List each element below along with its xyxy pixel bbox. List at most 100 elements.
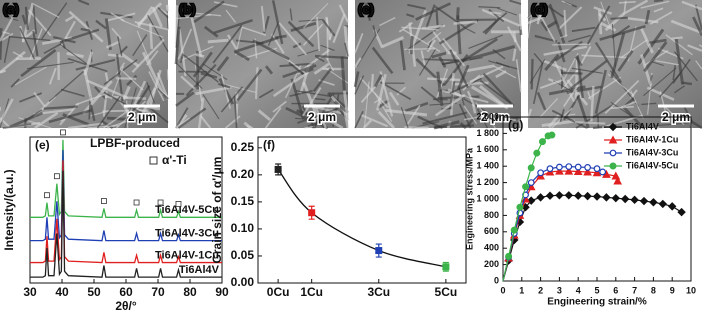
- x-tick-label: 5: [594, 285, 599, 295]
- lath: [574, 121, 606, 125]
- lath: [442, 53, 469, 87]
- lath: [670, 19, 702, 35]
- panel-label: (f): [263, 138, 275, 152]
- series-label: Ti6Al4V-1Cu: [155, 249, 219, 261]
- lath: [563, 94, 581, 121]
- lath: [24, 6, 29, 30]
- lath: [399, 40, 406, 71]
- data-marker: [527, 179, 535, 187]
- lath: [175, 107, 189, 129]
- lath: [594, 69, 607, 114]
- lath: [586, 5, 611, 45]
- y-tick-label: 1 800: [476, 128, 499, 138]
- lath: [64, 15, 74, 23]
- lath: [469, 45, 516, 61]
- lath: [462, 74, 481, 91]
- lath: [149, 23, 154, 50]
- lath: [216, 56, 230, 72]
- y-tick-label: 0: [494, 275, 499, 285]
- lath: [252, 39, 290, 61]
- lath: [157, 87, 169, 100]
- y-tick-label: 1 200: [476, 177, 499, 187]
- lath: [543, 45, 588, 56]
- x-tick-label: 10: [686, 285, 696, 295]
- micrograph: (c)2 μm: [353, 0, 523, 130]
- lath: [104, 72, 109, 82]
- lath: [673, 85, 685, 94]
- x-tick-label: 1Cu: [300, 285, 323, 299]
- x-tick-label: 2: [538, 285, 543, 295]
- x-tick-label: 3: [557, 285, 562, 295]
- data-marker: [556, 163, 563, 171]
- lath: [359, 77, 389, 108]
- lath: [551, 109, 588, 129]
- lath: [87, 124, 119, 129]
- lath: [401, 26, 439, 31]
- lath: [297, 107, 339, 124]
- lath: [604, 12, 625, 32]
- data-marker: [608, 135, 618, 144]
- lath: [2, 123, 32, 129]
- lath: [61, 40, 66, 49]
- lath: [396, 86, 407, 96]
- lath: [258, 88, 274, 99]
- lath: [175, 91, 195, 107]
- micrograph: (d)2 μm: [526, 0, 702, 130]
- chart-title: LPBF-produced: [90, 136, 180, 150]
- x-tick-label: 0Cu: [267, 285, 290, 299]
- phase-marker: [133, 199, 140, 206]
- lath: [272, 100, 287, 113]
- lath: [559, 108, 565, 122]
- lath: [456, 7, 460, 20]
- lath: [354, 75, 365, 95]
- y-axis-label: Grain size of α'/μm: [210, 157, 224, 264]
- lath: [111, 27, 122, 40]
- lath: [420, 86, 441, 103]
- data-marker: [613, 176, 623, 185]
- lath: [32, 3, 37, 35]
- lath: [102, 90, 108, 117]
- lath: [225, 9, 237, 23]
- lath: [363, 81, 370, 128]
- lath: [282, 64, 317, 78]
- lath: [468, 34, 503, 49]
- lath: [33, 91, 46, 107]
- lath: [107, 53, 123, 58]
- lath: [313, 62, 330, 75]
- lath: [532, 62, 544, 105]
- lath: [353, 71, 360, 88]
- lath: [682, 115, 702, 130]
- lath: [241, 26, 267, 36]
- data-marker: [620, 194, 630, 204]
- lath: [141, 51, 165, 96]
- lath: [655, 59, 679, 66]
- y-axis-label: Intensity/(a.u.): [2, 169, 16, 250]
- lath: [658, 72, 682, 98]
- lath: [174, 5, 179, 44]
- lath: [202, 94, 220, 120]
- lath: [125, 85, 151, 122]
- lath: [563, 9, 567, 37]
- lath: [643, 67, 677, 97]
- lath: [0, 13, 16, 42]
- lath: [557, 6, 583, 30]
- data-marker: [555, 191, 564, 200]
- lath: [95, 19, 107, 30]
- lath: [503, 116, 522, 120]
- lath: [175, 62, 203, 89]
- lath: [34, 111, 59, 130]
- lath: [407, 3, 426, 10]
- lath: [42, 36, 73, 46]
- lath: [611, 23, 616, 68]
- lath: [695, 60, 702, 70]
- data-marker: [574, 163, 582, 171]
- lath: [536, 91, 547, 111]
- data-marker: [555, 166, 564, 175]
- lath: [593, 6, 613, 15]
- lath: [26, 61, 74, 70]
- lath: [243, 121, 252, 130]
- data-marker: [564, 191, 574, 200]
- lath: [611, 25, 631, 39]
- x-tick-label: 40: [55, 285, 69, 299]
- y-axis-label: Engineering stress/MPa: [464, 147, 474, 250]
